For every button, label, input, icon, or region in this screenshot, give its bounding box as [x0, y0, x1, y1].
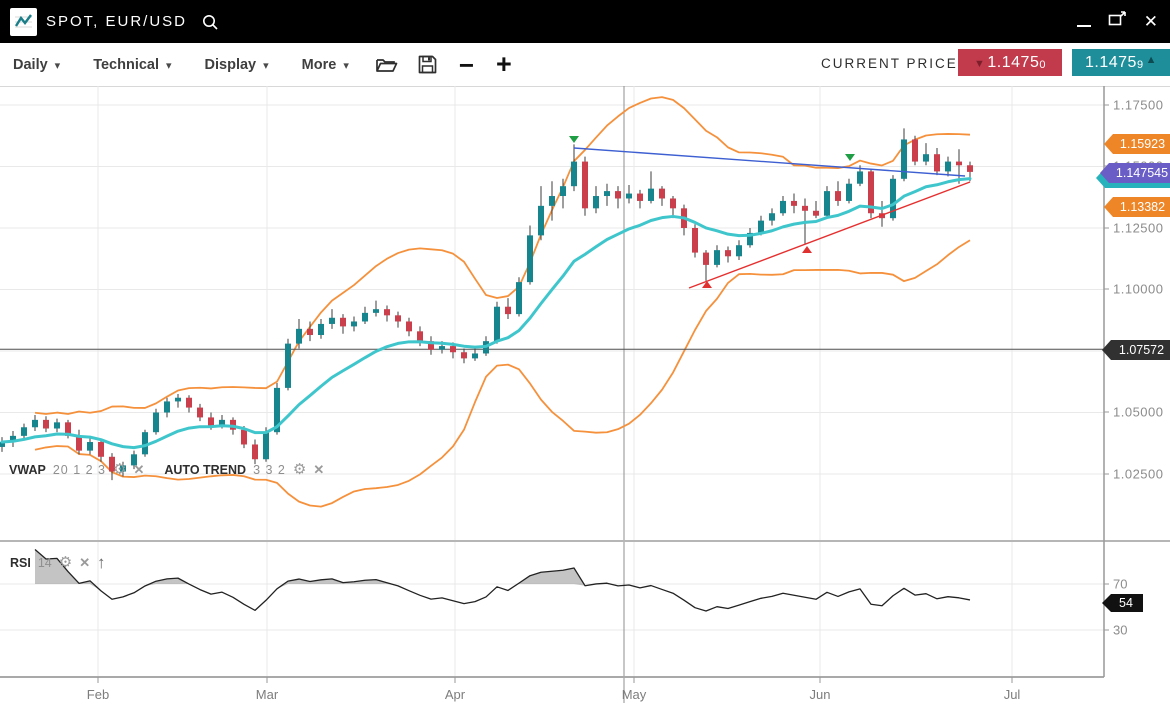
search-icon[interactable]	[201, 13, 219, 31]
vwap-remove-icon[interactable]: ✕	[133, 462, 145, 477]
chevron-down-icon: ▾	[343, 60, 349, 72]
price-chart-canvas[interactable]: 1.175001.150001.125001.100001.050001.025…	[0, 86, 1170, 711]
chevron-down-icon: ▾	[263, 60, 269, 72]
svg-text:1.17500: 1.17500	[1113, 98, 1164, 113]
svg-text:70: 70	[1113, 577, 1127, 592]
bid-price-value: 1.1475	[987, 53, 1040, 71]
more-menu[interactable]: More ▾	[302, 57, 349, 73]
vwap-line	[0, 177, 972, 450]
zoom-out-button[interactable]: −	[458, 49, 475, 80]
vwap-settings-gear-icon[interactable]: ⚙	[113, 461, 127, 478]
ask-price-pip: 9	[1136, 59, 1144, 71]
line-chart-logo-icon	[14, 13, 32, 27]
current-price-value: 1.147545	[1115, 166, 1169, 180]
svg-text:1.10000: 1.10000	[1113, 282, 1164, 297]
resistance-level-value: 1.15923	[1119, 137, 1166, 151]
vwap-legend: VWAP 20 1 2 3 ⚙ ✕ AUTO TREND 3 3 2 ⚙ ✕	[9, 462, 324, 477]
rsi-name: RSI	[10, 555, 31, 570]
svg-text:Apr: Apr	[445, 687, 466, 702]
rsi-legend: RSI 14 ⚙ ✕	[10, 555, 90, 570]
svg-text:May: May	[622, 687, 647, 702]
svg-text:Jun: Jun	[810, 687, 831, 702]
zoom-in-button[interactable]: +	[496, 49, 512, 79]
support-level-value: 1.13382	[1119, 200, 1166, 214]
rsi-settings-gear-icon[interactable]: ⚙	[58, 554, 73, 571]
svg-text:1.05000: 1.05000	[1113, 405, 1164, 420]
rsi-params: 14	[37, 555, 52, 570]
close-icon[interactable]: ✕	[1143, 12, 1158, 31]
rsi-value: 54	[1119, 596, 1133, 610]
band-lines	[34, 96, 971, 508]
auto-trend-params: 3 3 2	[253, 462, 286, 477]
timeframe-menu[interactable]: Daily ▾	[13, 57, 60, 73]
arrow-down-icon: ▼	[974, 58, 986, 70]
svg-text:1.12500: 1.12500	[1113, 221, 1164, 236]
svg-text:1.02500: 1.02500	[1113, 467, 1164, 482]
save-icon[interactable]	[418, 55, 437, 74]
auto-trend-remove-icon[interactable]: ✕	[313, 462, 325, 477]
auto-trend-lines	[573, 147, 971, 289]
technical-menu-label: Technical	[93, 56, 160, 73]
minimize-icon[interactable]	[1076, 24, 1091, 27]
more-menu-label: More	[301, 56, 337, 73]
pane-move-up-icon[interactable]: ↑	[97, 553, 106, 572]
rsi-remove-icon[interactable]: ✕	[79, 555, 91, 570]
axis-labels: 1.175001.150001.125001.100001.050001.025…	[87, 98, 1164, 703]
vwap-name: VWAP	[9, 462, 46, 477]
technical-menu[interactable]: Technical ▾	[93, 57, 171, 73]
app-logo-icon	[10, 7, 37, 36]
popout-icon[interactable]	[1108, 11, 1127, 32]
chevron-down-icon: ▾	[166, 60, 172, 72]
bid-price-pip: 0	[1039, 59, 1046, 71]
arrow-up-icon: ▲	[1145, 53, 1157, 66]
auto-trend-settings-gear-icon[interactable]: ⚙	[292, 461, 307, 478]
svg-text:30: 30	[1113, 623, 1127, 638]
title-bar: SPOT, EUR/USD ✕	[0, 0, 1170, 43]
svg-text:Mar: Mar	[256, 687, 279, 702]
open-chart-icon[interactable]	[375, 56, 398, 74]
ask-price-badge[interactable]: 1.1475 9 ▲	[1072, 49, 1170, 76]
bid-price-badge[interactable]: ▼ 1.1475 0	[958, 49, 1062, 76]
support-level-badge: 1.13382	[1104, 197, 1170, 217]
chevron-down-icon: ▾	[54, 60, 61, 72]
vwap-params: 20 1 2 3	[52, 462, 106, 477]
resistance-level-badge: 1.15923	[1104, 134, 1170, 154]
rsi-plot	[34, 549, 971, 612]
svg-text:Feb: Feb	[87, 687, 109, 702]
chart-area: 1.175001.150001.125001.100001.050001.025…	[0, 86, 1170, 711]
instrument-title: SPOT, EUR/USD	[46, 13, 188, 30]
ask-price-value: 1.1475	[1085, 53, 1137, 71]
timeframe-menu-label: Daily	[13, 56, 48, 73]
display-menu-label: Display	[204, 56, 257, 73]
rsi-value-badge: 54	[1102, 594, 1143, 612]
display-menu[interactable]: Display ▾	[205, 57, 269, 73]
auto-trend-name: AUTO TREND	[164, 462, 247, 477]
current-price-badge: 1.147545	[1100, 163, 1170, 183]
alert-level-value: 1.07572	[1118, 343, 1165, 357]
candles	[0, 128, 973, 481]
current-price-label: CURRENT PRICE:	[821, 56, 964, 71]
swing-markers	[569, 136, 855, 288]
alert-level-badge: 1.07572	[1102, 340, 1170, 360]
svg-text:Jul: Jul	[1004, 687, 1021, 702]
